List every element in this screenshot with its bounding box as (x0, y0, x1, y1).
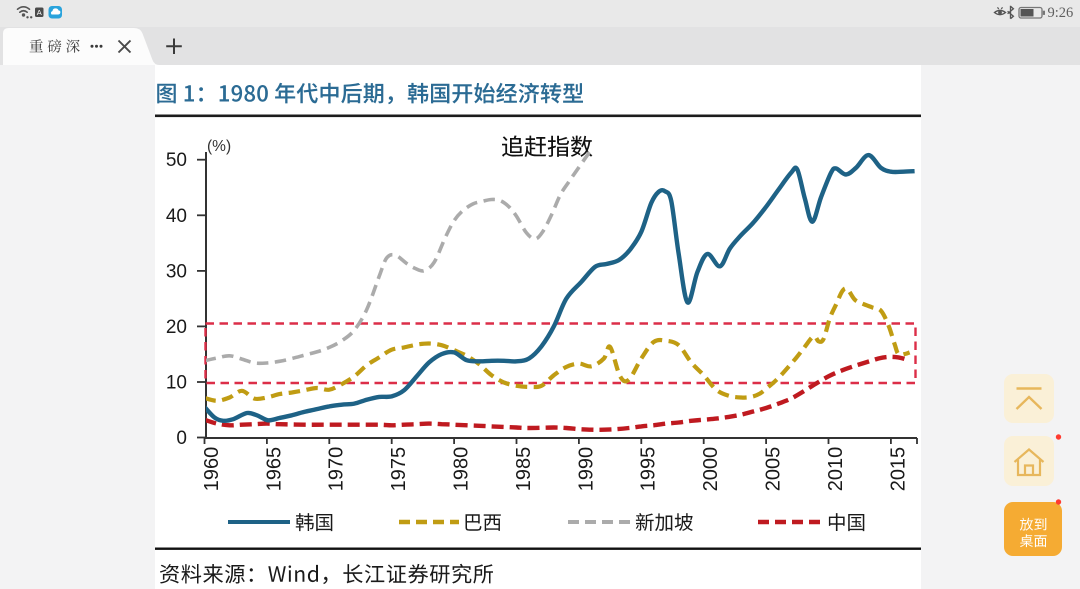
svg-text:2010: 2010 (825, 447, 847, 492)
svg-text:1980: 1980 (451, 447, 473, 492)
svg-text:1995: 1995 (638, 447, 660, 492)
svg-text:1990: 1990 (575, 447, 597, 492)
svg-text:0: 0 (176, 428, 187, 449)
svg-text:1960: 1960 (201, 447, 223, 492)
svg-text:1975: 1975 (388, 447, 410, 492)
svg-text:10: 10 (166, 373, 187, 394)
svg-text:50: 50 (166, 150, 187, 171)
svg-text:2000: 2000 (700, 447, 722, 492)
svg-text:9:26: 9:26 (1048, 5, 1074, 21)
svg-text:20: 20 (166, 317, 187, 338)
svg-text:30: 30 (166, 261, 187, 282)
svg-text:2015: 2015 (887, 447, 909, 492)
svg-text:(%): (%) (207, 138, 231, 155)
svg-text:1965: 1965 (263, 447, 285, 492)
svg-text:1970: 1970 (326, 447, 348, 492)
svg-text:1985: 1985 (513, 447, 535, 492)
svg-text:2005: 2005 (763, 447, 785, 492)
svg-text:40: 40 (166, 206, 187, 227)
svg-text:A: A (37, 8, 42, 17)
